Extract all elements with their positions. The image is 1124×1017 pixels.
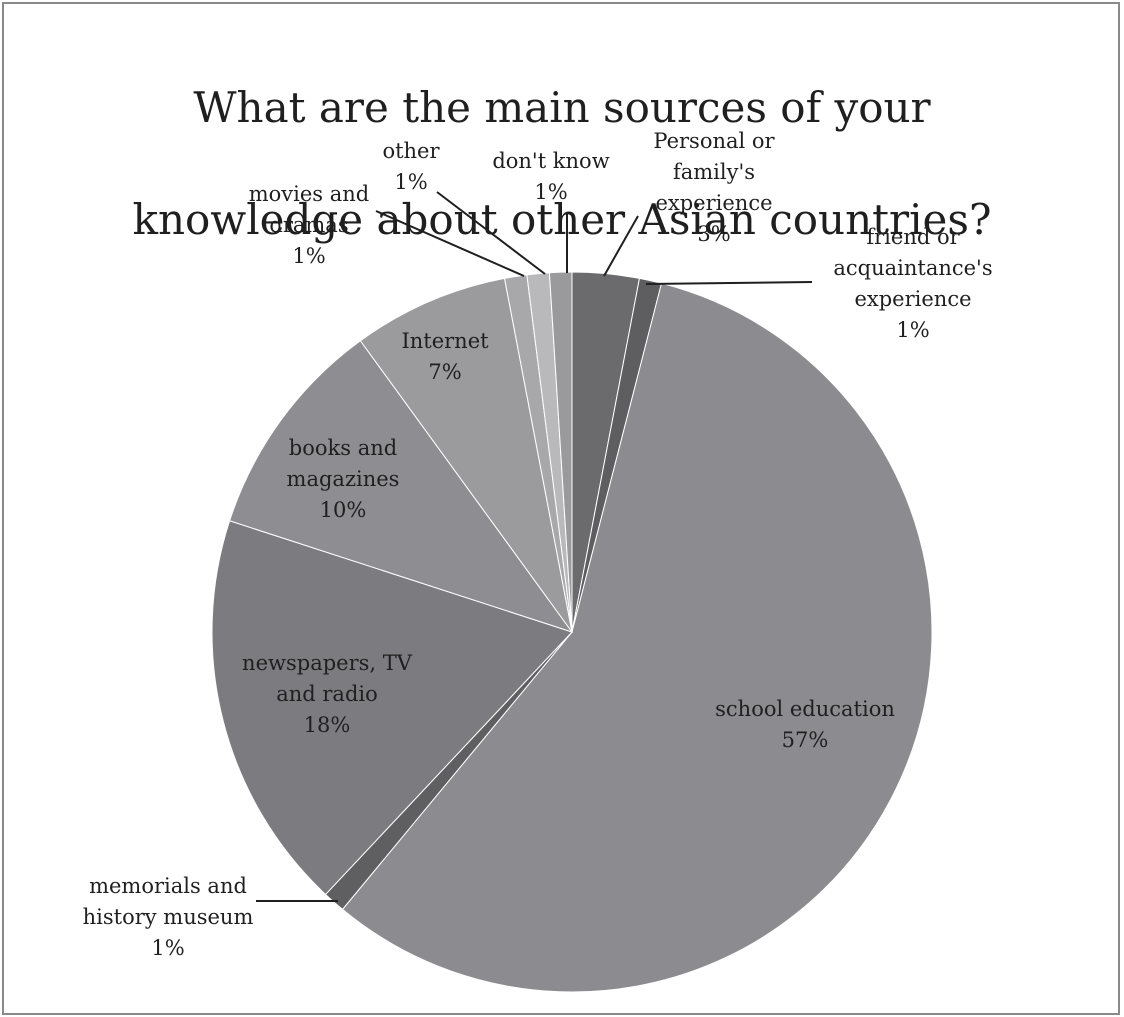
slice-value-label: 1% — [394, 170, 427, 194]
slice-label-line: Personal or — [653, 129, 775, 153]
slice-label: Personal or family's experience 3% — [653, 129, 775, 246]
slice-label: movies and dramas 1% — [249, 182, 370, 268]
slice-label-line: movies and — [249, 182, 370, 206]
slice-label-line: don't know — [492, 149, 609, 173]
slice-label-line: history museum — [83, 905, 254, 929]
slice-label-line: experience — [655, 191, 772, 215]
slice-label: books and magazines 10% — [287, 436, 400, 522]
slice-label: don't know 1% — [492, 149, 609, 204]
chart-title: What are the main sources of your knowle… — [0, 24, 1124, 304]
slice-value-label: 57% — [782, 728, 829, 752]
pie-slice — [211, 520, 573, 896]
slice-labels: Personal or family's experience 3% friend or… — [83, 129, 993, 960]
pie-slice — [341, 282, 933, 993]
slice-value-label: 1% — [896, 318, 929, 342]
slice-value-label: 1% — [534, 180, 567, 204]
slice-label-line: school education — [715, 697, 895, 721]
chart-title-line-1: What are the main sources of your — [193, 83, 931, 132]
leader-line — [375, 210, 525, 277]
slice-label-line: Internet — [401, 329, 489, 353]
slice-label-line: friend or — [866, 225, 960, 249]
slice-value-label: 7% — [428, 360, 461, 384]
slice-label-line: memorials and — [89, 874, 247, 898]
slice-label: school education 57% — [715, 697, 895, 752]
slice-label: newspapers, TV and radio 18% — [242, 651, 413, 737]
pie-slices — [211, 271, 933, 993]
slice-value-label: 3% — [697, 222, 730, 246]
pie-slice — [359, 277, 573, 633]
slice-label-line: newspapers, TV — [242, 651, 413, 675]
leader-line — [436, 191, 546, 275]
slice-label: Internet 7% — [401, 329, 489, 384]
slice-label-line: magazines — [287, 467, 400, 491]
slice-label-line: and radio — [276, 682, 378, 706]
chart-title-line-2: knowledge about other Asian countries? — [132, 195, 992, 244]
slice-label-line: family's — [673, 160, 755, 184]
pie-slice — [228, 340, 574, 633]
pie-slice — [548, 271, 573, 633]
slice-label: other 1% — [382, 139, 440, 194]
slice-value-label: 1% — [292, 244, 325, 268]
leader-line — [645, 281, 813, 285]
leader-lines — [256, 191, 813, 902]
slice-label-line: acquaintance's — [833, 256, 992, 280]
slice-value-label: 18% — [304, 713, 351, 737]
slice-label-line: other — [382, 139, 440, 163]
slice-label-line: books and — [289, 436, 397, 460]
slice-label: memorials and history museum 1% — [83, 874, 254, 960]
leader-line — [603, 215, 639, 277]
slice-value-label: 10% — [320, 498, 367, 522]
slice-label-line: experience — [854, 287, 971, 311]
slice-value-label: 1% — [151, 936, 184, 960]
slice-label-line: dramas — [269, 213, 348, 237]
slice-label: friend or acquaintance's experience 1% — [833, 225, 992, 342]
